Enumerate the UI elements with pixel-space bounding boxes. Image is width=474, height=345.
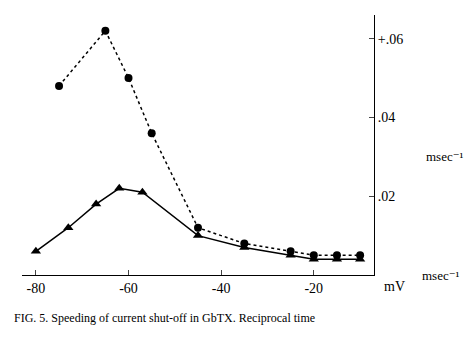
svg-text:mV: mV	[384, 279, 405, 294]
svg-text:msec⁻¹: msec⁻¹	[422, 268, 460, 283]
svg-text:-40: -40	[212, 281, 231, 296]
svg-text:-20: -20	[304, 281, 323, 296]
svg-text:msec⁻¹: msec⁻¹	[426, 149, 464, 164]
svg-text:-80: -80	[27, 281, 46, 296]
svg-text:FIG. 5. Speeding of current sh: FIG. 5. Speeding of current shut-off in …	[14, 311, 315, 325]
svg-text:+.06: +.06	[378, 32, 403, 47]
svg-text:-60: -60	[119, 281, 138, 296]
svg-text:.04: .04	[378, 110, 396, 125]
svg-text:.02: .02	[378, 189, 396, 204]
